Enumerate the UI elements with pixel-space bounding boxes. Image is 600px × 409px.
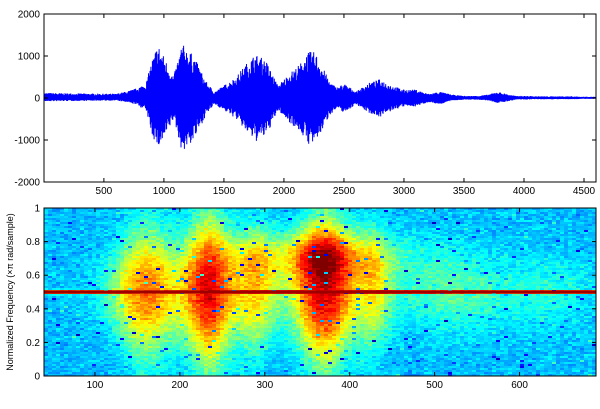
waveform-plot: 500 1000 1500 2000 2500 3000 3500 4000 4500 -200… (14, 10, 596, 198)
spectrogram-image (44, 208, 596, 376)
waveform-y-tick-label: 0 (34, 94, 40, 105)
waveform-y-tick-label: -2000 (14, 178, 40, 189)
waveform-x-tick-label: 3500 (453, 186, 476, 197)
waveform-x-tick-label: 2000 (273, 186, 296, 197)
waveform-y-tick-label: -1000 (14, 136, 40, 147)
waveform-x-tick-label: 2500 (333, 186, 356, 197)
waveform-x-tick-label: 4000 (513, 186, 536, 197)
waveform-x-tick-label: 1500 (213, 186, 236, 197)
waveform-y-tick-label: 2000 (18, 10, 41, 21)
waveform-x-tick-label: 4500 (573, 186, 596, 197)
waveform-x-tick-label: 500 (96, 186, 113, 197)
waveform-x-tick-label: 3000 (393, 186, 416, 197)
waveform-y-tick-label: 1000 (18, 52, 41, 63)
waveform-x-tick-label: 1000 (153, 186, 176, 197)
